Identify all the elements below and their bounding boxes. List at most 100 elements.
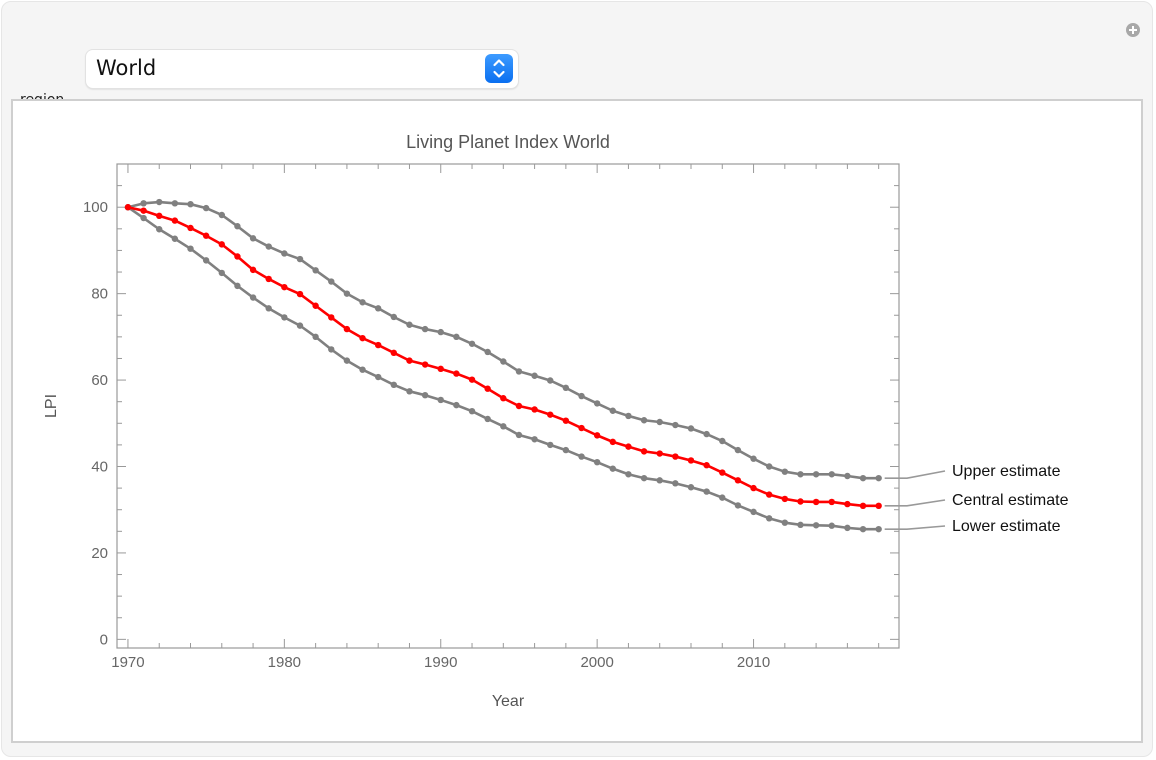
data-point <box>828 471 835 478</box>
data-point <box>187 224 194 232</box>
data-point <box>484 415 491 423</box>
data-point <box>234 223 241 230</box>
data-point <box>437 396 444 404</box>
data-point <box>562 384 570 392</box>
data-point <box>156 226 163 233</box>
data-point <box>812 471 820 478</box>
data-point <box>156 198 163 206</box>
data-point <box>547 441 554 449</box>
data-point <box>343 290 351 297</box>
data-point <box>359 334 366 342</box>
data-point <box>390 349 398 357</box>
data-point <box>562 417 570 424</box>
plus-circle-icon[interactable] <box>1126 23 1140 37</box>
data-point <box>781 468 789 475</box>
data-point <box>281 314 288 321</box>
series-upper-estimate <box>124 198 882 482</box>
series-label: Lower estimate <box>952 518 1061 535</box>
data-point <box>249 294 257 301</box>
leader-line <box>884 499 946 507</box>
data-point <box>593 432 601 439</box>
data-point <box>202 204 210 212</box>
data-point <box>812 498 820 506</box>
data-point <box>500 423 507 430</box>
data-point <box>390 313 398 321</box>
series-line <box>127 205 879 508</box>
data-point <box>218 269 225 277</box>
data-point <box>515 402 523 410</box>
data-point <box>265 305 272 312</box>
data-point <box>265 275 272 283</box>
data-point <box>374 305 382 312</box>
data-point <box>797 521 804 529</box>
data-point <box>609 407 616 414</box>
data-point <box>875 502 882 510</box>
region-select[interactable]: World <box>86 50 518 88</box>
data-point <box>187 245 194 252</box>
data-point <box>421 325 429 333</box>
x-tick-label: 1970 <box>111 654 144 671</box>
data-point <box>687 484 695 491</box>
plot-area-frame <box>116 163 900 649</box>
data-point <box>343 325 351 333</box>
data-point <box>328 314 335 321</box>
data-point <box>171 235 179 242</box>
data-point <box>249 266 257 274</box>
x-tick-label: 2010 <box>737 654 770 671</box>
series-line <box>127 206 879 531</box>
data-point <box>312 333 319 341</box>
data-point <box>797 471 804 478</box>
data-point <box>625 412 632 420</box>
data-point <box>625 471 632 478</box>
data-point <box>468 407 476 415</box>
data-point <box>296 290 304 298</box>
data-point <box>578 424 585 432</box>
data-point <box>797 498 804 505</box>
data-point <box>171 217 179 224</box>
data-point <box>531 406 538 413</box>
data-point <box>875 525 882 533</box>
data-point <box>859 502 867 510</box>
data-point <box>640 474 648 482</box>
data-point <box>703 488 710 495</box>
data-point <box>640 417 648 424</box>
data-point <box>672 453 679 460</box>
data-point <box>359 299 366 306</box>
data-point <box>468 376 476 383</box>
data-point <box>703 430 710 438</box>
data-point <box>124 204 132 211</box>
leader-line <box>884 470 946 479</box>
data-point <box>656 450 663 457</box>
data-point <box>500 358 507 365</box>
data-point <box>734 446 742 454</box>
data-point <box>765 491 773 498</box>
data-point <box>343 357 351 364</box>
data-point <box>734 502 742 509</box>
data-point <box>421 391 429 399</box>
data-point <box>484 348 491 356</box>
data-point <box>421 361 429 368</box>
data-point <box>328 346 335 353</box>
data-point <box>562 446 570 454</box>
data-point <box>578 392 585 400</box>
data-point <box>593 458 601 466</box>
y-tick-label: 100 <box>83 199 108 216</box>
data-point <box>593 400 601 407</box>
data-point <box>249 235 257 242</box>
data-point <box>547 411 554 418</box>
series-lower-estimate <box>124 204 882 533</box>
data-point <box>531 372 538 379</box>
data-point <box>750 484 757 492</box>
data-point <box>781 495 789 503</box>
data-point <box>687 457 695 464</box>
series-line <box>127 200 879 480</box>
data-point <box>828 522 835 529</box>
series-central-estimate <box>124 204 882 510</box>
data-point <box>468 340 476 347</box>
up-down-chevron-icon[interactable] <box>485 54 513 83</box>
data-point <box>734 477 742 484</box>
data-point <box>281 283 288 291</box>
x-tick-label: 2000 <box>580 654 613 671</box>
data-point <box>140 200 147 207</box>
